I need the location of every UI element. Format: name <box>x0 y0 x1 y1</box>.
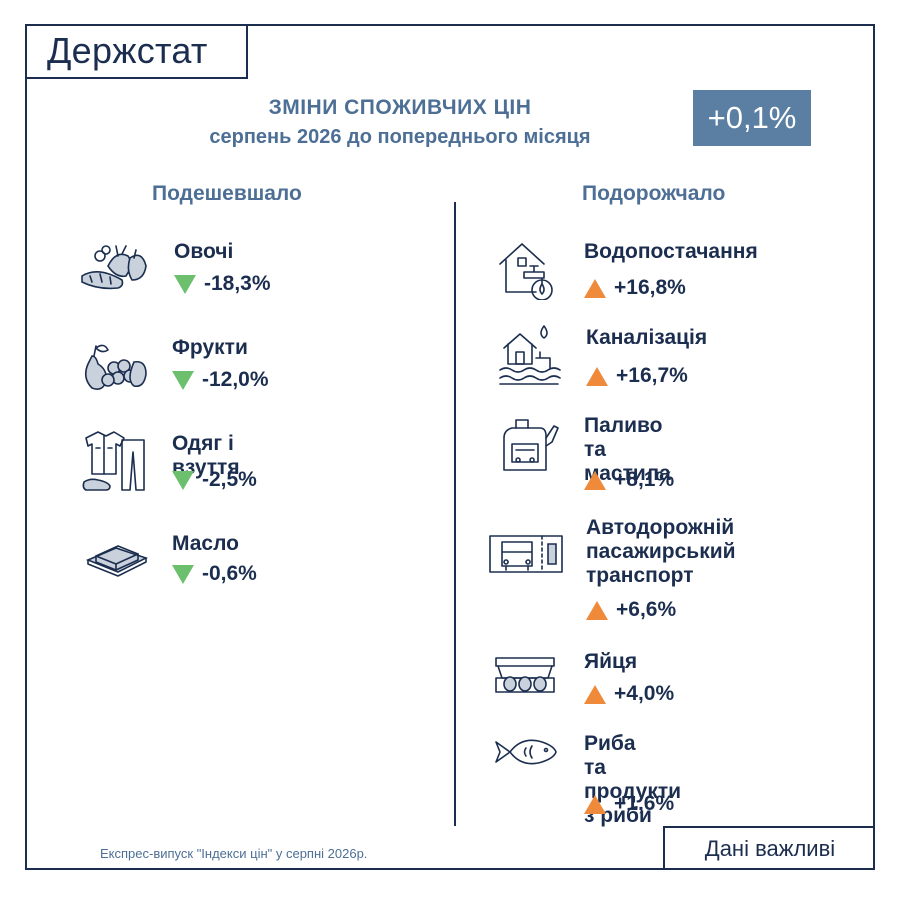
bus-ticket-icon <box>489 535 563 573</box>
change-value: -18,3% <box>204 272 271 295</box>
increase-arrow-icon <box>584 470 606 490</box>
page-subtitle: серпень 2026 до попереднього місяця <box>209 126 591 148</box>
footer-note: Експрес-випуск "Індекси цін" у серпні 20… <box>100 846 368 861</box>
logo-text: Держстат <box>47 29 208 71</box>
item-change: +16,8% <box>584 276 686 300</box>
item-name: Автодорожній пасажирський транспорт <box>586 516 736 587</box>
item-name: Масло <box>172 532 239 555</box>
change-value: +1,6% <box>614 792 675 815</box>
increase-arrow-icon <box>586 366 608 386</box>
item-name: Каналізація <box>586 326 708 349</box>
change-value: +16,7% <box>616 364 688 387</box>
change-value: +8,1% <box>614 468 675 491</box>
increase-arrow-icon <box>584 278 606 298</box>
pricier-heading: Подорожчало <box>582 182 726 205</box>
item-name: Яйця <box>584 650 638 673</box>
change-value: +6,6% <box>616 598 677 621</box>
decrease-arrow-icon <box>172 564 194 584</box>
logo[interactable]: Держстат <box>25 24 248 79</box>
change-value: +4,0% <box>614 682 675 705</box>
page-title: ЗМІНИ СПОЖИВЧИХ ЦІН <box>268 96 532 119</box>
item-change: +8,1% <box>584 468 674 492</box>
decrease-arrow-icon <box>172 470 194 490</box>
sewerage-icon <box>499 325 561 385</box>
item-name: Водопостачання <box>584 240 758 263</box>
decrease-arrow-icon <box>172 370 194 390</box>
increase-arrow-icon <box>584 794 606 814</box>
header: ЗМІНИ СПОЖИВЧИХ ЦІН серпень 2026 до попе… <box>140 94 660 152</box>
butter-icon <box>85 545 148 577</box>
fish-icon <box>495 739 557 765</box>
clothes-icon <box>82 431 145 491</box>
item-change: +6,6% <box>586 598 676 622</box>
water-supply-icon <box>499 243 553 300</box>
total-change-badge: +0,1% <box>693 90 811 146</box>
item-change: -2,5% <box>172 468 257 492</box>
item-change: +1,6% <box>584 792 674 816</box>
vegetables-icon <box>81 245 147 290</box>
column-divider <box>454 202 456 826</box>
cheaper-heading: Подешевшало <box>152 182 302 205</box>
item-change: +16,7% <box>586 364 688 388</box>
increase-arrow-icon <box>586 600 608 620</box>
decrease-arrow-icon <box>174 274 196 294</box>
fuel-icon <box>503 419 559 471</box>
footer-tag[interactable]: Дані важливі <box>663 826 875 870</box>
item-name: Фрукти <box>172 336 248 359</box>
eggs-icon <box>495 657 555 693</box>
item-name: Овочі <box>174 240 234 263</box>
change-value: -2,5% <box>202 468 257 491</box>
change-value: -12,0% <box>202 368 269 391</box>
change-value: +16,8% <box>614 276 686 299</box>
fruits-icon <box>84 344 147 390</box>
item-change: -12,0% <box>172 368 269 392</box>
change-value: -0,6% <box>202 562 257 585</box>
page-frame <box>25 24 875 870</box>
item-change: -0,6% <box>172 562 257 586</box>
item-change: -18,3% <box>174 272 271 296</box>
item-change: +4,0% <box>584 682 674 706</box>
increase-arrow-icon <box>584 684 606 704</box>
item-name: Риба та продукти з риби <box>584 732 682 827</box>
